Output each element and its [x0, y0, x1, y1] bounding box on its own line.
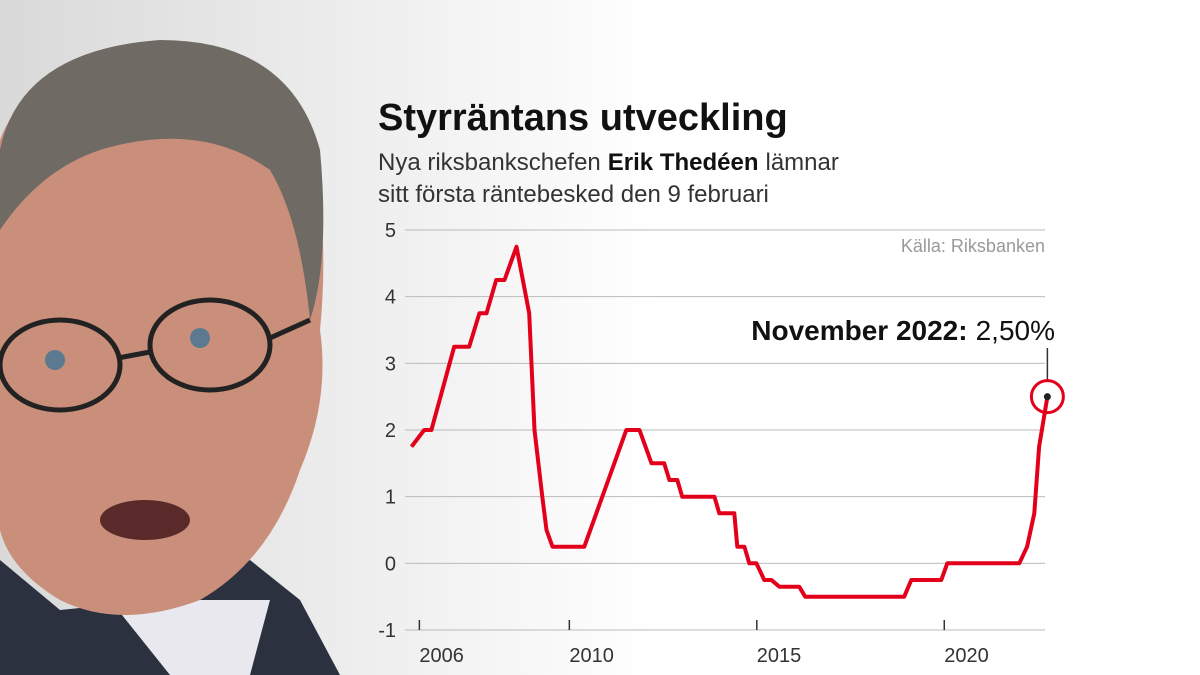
- annotation: November 2022: 2,50%: [751, 315, 1055, 346]
- highlight-dot: [1043, 393, 1051, 401]
- y-tick-label: -1: [378, 620, 396, 642]
- annotation-label: November 2022:: [751, 315, 967, 346]
- portrait: [0, 40, 340, 675]
- y-tick-label: 1: [385, 487, 396, 509]
- subtitle-text: Nya riksbankschefen: [378, 149, 601, 176]
- x-tick-label: 2020: [944, 645, 989, 667]
- subtitle-bold: Erik Thedéen: [608, 149, 759, 176]
- rate-line: [409, 244, 1050, 599]
- subtitle-text: lämnar: [766, 149, 839, 176]
- subtitle: Nya riksbankschefen Erik Thedéen lämnar: [378, 149, 839, 176]
- y-tick-label: 4: [385, 287, 396, 309]
- y-tick-label: 2: [385, 420, 396, 442]
- highlight-ring: [1029, 379, 1065, 415]
- y-tick-label: 3: [385, 353, 396, 375]
- y-tick-label: 0: [385, 553, 396, 575]
- chart-title: Styrräntans utveckling: [378, 97, 788, 139]
- x-tick-label: 2006: [419, 645, 464, 667]
- x-tick-label: 2010: [569, 645, 614, 667]
- annotation-value: 2,50%: [976, 315, 1055, 346]
- y-tick-label: 5: [385, 220, 396, 242]
- x-tick-label: 2015: [757, 645, 802, 667]
- source: Källa: Riksbanken: [901, 236, 1045, 256]
- subtitle: sitt första räntebesked den 9 februari: [378, 181, 769, 208]
